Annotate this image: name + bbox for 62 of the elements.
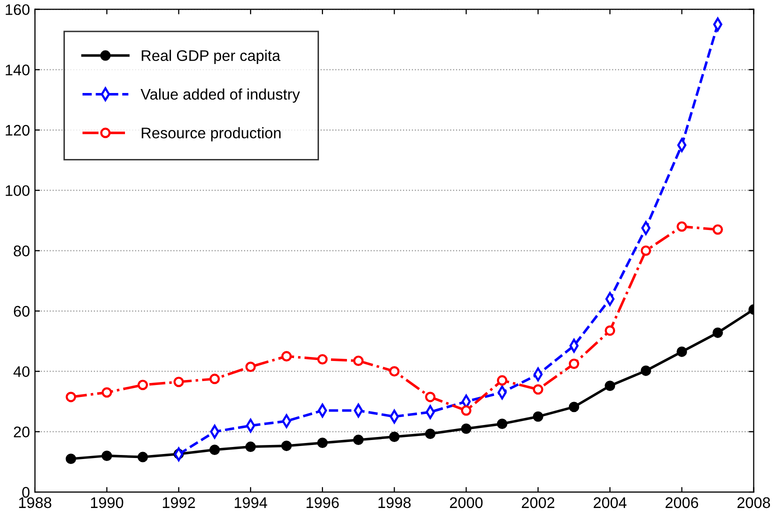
point <box>496 418 508 430</box>
point <box>425 392 436 402</box>
y-tick-label: 80 <box>14 246 30 256</box>
y-tick-label: 60 <box>14 306 30 317</box>
legend-label: Resource production <box>142 127 281 142</box>
x-tick-label: 1992 <box>162 497 195 508</box>
y-tick-label: 140 <box>6 64 30 76</box>
point <box>605 292 615 306</box>
y-tick-label: 20 <box>14 426 30 438</box>
point <box>353 434 364 446</box>
point <box>532 411 544 422</box>
point <box>712 224 723 235</box>
point <box>676 221 688 232</box>
x-tick-label: 1988 <box>19 497 52 508</box>
point <box>281 440 292 452</box>
point <box>425 428 436 439</box>
y-tick-label: 100 <box>6 185 30 196</box>
point <box>138 380 148 390</box>
point <box>66 392 76 402</box>
point <box>138 452 148 462</box>
y-tick-label: 160 <box>6 4 30 16</box>
point <box>317 354 328 364</box>
point <box>209 374 220 384</box>
x-tick-label: 2008 <box>737 497 770 508</box>
point <box>281 351 292 362</box>
point <box>389 432 400 442</box>
y-tick-label: 40 <box>13 366 30 378</box>
point <box>460 423 472 434</box>
point <box>568 402 580 412</box>
x-tick-label: 2006 <box>666 497 698 508</box>
point <box>245 442 256 452</box>
x-tick-label: 2004 <box>594 497 626 508</box>
point <box>66 454 76 464</box>
point <box>640 366 652 376</box>
x-tick-label: 1996 <box>306 497 339 508</box>
legend-label: Real GDP per capita <box>142 50 280 64</box>
x-tick-label: 1990 <box>91 497 124 508</box>
point <box>640 245 652 256</box>
point <box>174 376 184 388</box>
y-tick-label: 120 <box>6 124 30 136</box>
point <box>102 387 112 398</box>
x-tick-label: 1998 <box>378 497 411 508</box>
point <box>604 325 616 336</box>
point <box>460 405 472 416</box>
point <box>712 328 723 338</box>
point <box>102 450 112 462</box>
point <box>389 366 400 377</box>
point <box>317 438 328 448</box>
x-tick-label: 1994 <box>234 497 268 508</box>
point <box>532 384 544 395</box>
y-tick-label: 0 <box>22 486 30 498</box>
point <box>245 362 256 372</box>
legend-label: Value added of industry <box>140 88 300 103</box>
point <box>353 356 364 366</box>
point <box>496 375 508 386</box>
point <box>318 404 328 418</box>
point <box>604 380 616 392</box>
x-tick-label: 2002 <box>522 497 554 508</box>
point <box>568 358 580 370</box>
x-tick-label: 2000 <box>450 497 483 508</box>
point <box>209 444 220 455</box>
point <box>676 346 688 357</box>
